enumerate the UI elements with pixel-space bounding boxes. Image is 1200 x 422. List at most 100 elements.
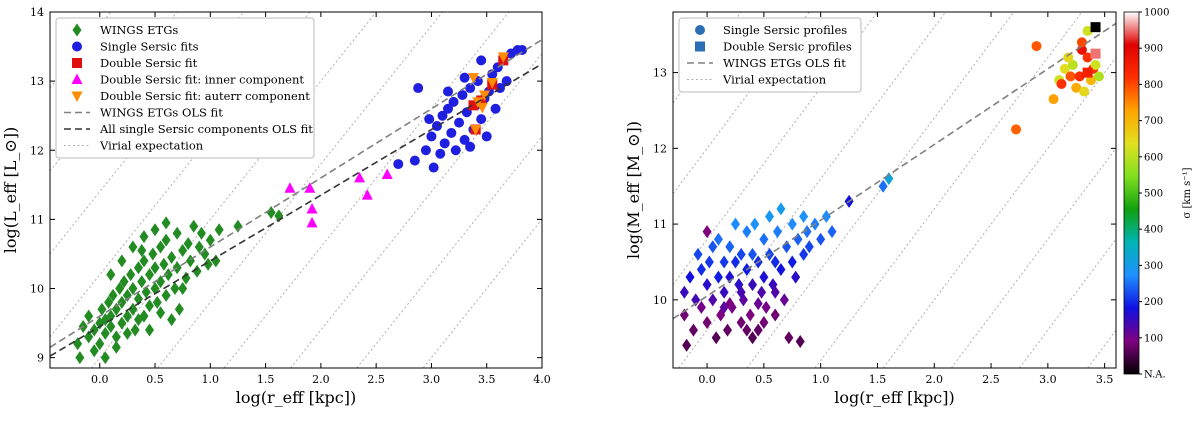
data-point-diamond (150, 223, 160, 237)
data-point-circle (1082, 52, 1093, 63)
data-point-diamond (156, 240, 166, 254)
legend-label: All single Sersic components OLS fit (99, 122, 313, 136)
y-tick-label: 10 (653, 294, 667, 307)
data-point-diamond (170, 282, 180, 296)
legend-box (678, 17, 862, 93)
data-point-diamond (128, 240, 138, 254)
data-point-diamond (730, 217, 740, 231)
data-point-diamond (104, 295, 114, 309)
data-point-diamond (183, 237, 193, 251)
virial-line (223, 12, 510, 368)
legend-handle (72, 23, 82, 37)
data-point-circle (476, 114, 487, 125)
data-point-diamond (156, 306, 166, 320)
data-point-circle (1074, 71, 1085, 82)
data-point-diamond (167, 313, 177, 327)
data-point-circle (1065, 71, 1076, 82)
data-point-circle (1056, 78, 1067, 89)
data-point-diamond (148, 247, 158, 261)
virial-line (290, 53, 542, 368)
legend-label: WINGS ETGs OLS fit (100, 106, 223, 120)
data-point-diamond (696, 300, 706, 314)
data-point-circle (439, 138, 450, 149)
data-point-diamond (745, 308, 755, 322)
colorbar-tick-label: 600 (1144, 152, 1163, 163)
x-tick-label: 0.5 (146, 373, 164, 386)
data-point-diamond (748, 247, 758, 261)
data-point-diamond (787, 217, 797, 231)
data-point-diamond (759, 270, 769, 284)
data-point-diamond (691, 293, 701, 307)
right-panel: 0.0 0.5 1.0 1.5 2.0 2.5 3.0 3.5 10 11 12 13 log(r_ef… (624, 11, 1117, 407)
x-tick-label: 2.0 (926, 373, 944, 386)
data-point-diamond (139, 230, 149, 244)
x-tick-label: 0.0 (91, 373, 109, 386)
data-point-diamond (211, 254, 221, 268)
y-tick-label: 13 (653, 67, 667, 80)
colorbar-tick-label: 1000 (1144, 8, 1169, 19)
y-tick-label: 9 (37, 352, 44, 365)
data-point-diamond (770, 285, 780, 299)
data-point-diamond (713, 270, 723, 284)
data-point-diamond (233, 219, 243, 233)
data-point-diamond (145, 323, 155, 337)
legend-label: Virial expectation (99, 139, 204, 153)
data-point-diamond (137, 275, 147, 289)
wings-ols-line (50, 38, 542, 348)
data-point-diamond (111, 330, 121, 344)
colorbar-label: σ [km s⁻¹] (1182, 167, 1193, 218)
data-point-diamond (773, 225, 783, 239)
colorbar-tick-label: 400 (1144, 225, 1163, 236)
data-point-diamond (821, 210, 831, 224)
y-axis-label: log(M_eff [M_⊙]) (624, 121, 643, 259)
data-point-diamond (115, 282, 125, 296)
data-point-triangle-down (467, 73, 479, 84)
data-point-diamond (100, 326, 110, 340)
data-point-diamond (133, 313, 143, 327)
data-point-diamond (736, 247, 746, 261)
y-axis-label: log(L_eff [L_⊙]) (1, 127, 20, 254)
data-point-diamond (719, 255, 729, 269)
data-point-diamond (156, 275, 166, 289)
data-point-circle (1093, 71, 1104, 82)
data-point-diamond (725, 297, 735, 311)
data-point-diamond (759, 316, 769, 330)
data-point-diamond (757, 285, 767, 299)
data-point-diamond (119, 275, 129, 289)
data-point-diamond (748, 278, 758, 292)
data-point-square (1082, 67, 1093, 78)
virial-line (356, 136, 542, 368)
x-tick-label: 2.5 (367, 373, 385, 386)
data-point-diamond (111, 340, 121, 354)
data-point-diamond (122, 288, 132, 302)
x-tick-label: 1.0 (202, 373, 220, 386)
data-point-triangle-down (486, 78, 498, 89)
data-point-diamond (736, 285, 746, 299)
data-point-diamond (192, 264, 202, 278)
data-point-triangle-up (354, 171, 366, 183)
legend-label: WINGS ETGs OLS fit (723, 56, 846, 70)
data-point-diamond (266, 205, 276, 219)
data-point-diamond (770, 255, 780, 269)
x-tick-label: 3.5 (1096, 373, 1114, 386)
data-point-diamond (133, 261, 143, 275)
y-tick-label: 11 (30, 213, 44, 226)
legend-handle (71, 73, 83, 84)
data-point-diamond (122, 326, 132, 340)
data-point-diamond (708, 240, 718, 254)
data-point-circle (413, 83, 424, 94)
colorbar-tick-label: 500 (1144, 189, 1163, 200)
data-point-diamond (679, 308, 689, 322)
x-tick-label: 3.0 (423, 373, 441, 386)
virial-line (678, 12, 947, 368)
data-point-diamond (196, 226, 206, 240)
data-point-diamond (770, 308, 780, 322)
data-point-diamond (753, 297, 763, 311)
data-point-circle (1076, 37, 1087, 48)
data-point-diamond (725, 240, 735, 254)
data-point-diamond (84, 330, 94, 344)
x-tick-label: 0.0 (698, 373, 716, 386)
data-point-diamond (816, 232, 826, 246)
legend-box (55, 17, 315, 159)
data-point-diamond (776, 202, 786, 216)
